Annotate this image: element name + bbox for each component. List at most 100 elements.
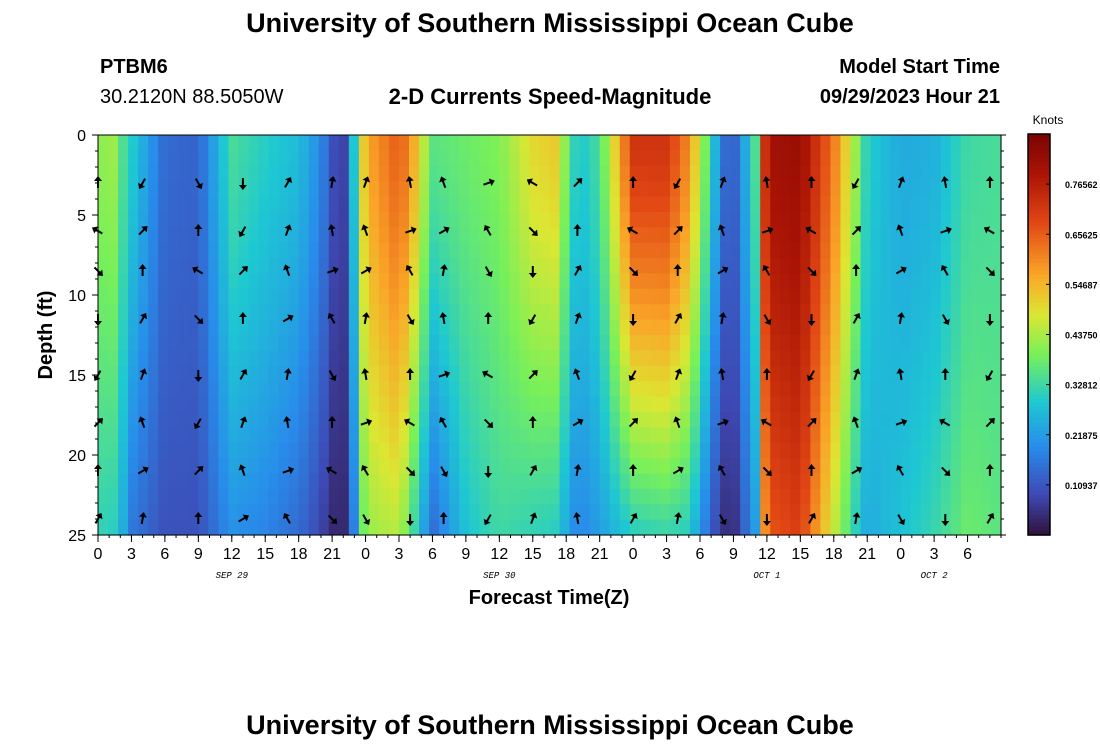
heatmap-cell [800, 335, 811, 351]
heatmap-cell [419, 227, 430, 244]
heatmap-cell [288, 458, 300, 475]
heatmap-cell [479, 135, 490, 151]
heatmap-cell [599, 196, 611, 213]
current-arrow [440, 466, 449, 478]
heatmap-cell [288, 427, 300, 444]
x-tick-label: 6 [428, 546, 437, 563]
heatmap-cell [388, 442, 400, 459]
heatmap-cell [348, 211, 360, 228]
heatmap-cell [308, 304, 320, 321]
heatmap-cell [549, 150, 561, 167]
heatmap-cell [800, 381, 811, 398]
heatmap-cell [429, 458, 440, 475]
heatmap-cell [118, 473, 129, 490]
heatmap-cell [378, 181, 390, 198]
heatmap-cell [519, 258, 531, 275]
heatmap-cell [298, 365, 310, 382]
colorbar-segment [1028, 150, 1050, 155]
heatmap-cell [469, 135, 480, 151]
heatmap-cell [960, 150, 972, 167]
heatmap-cell [549, 381, 561, 398]
heatmap-cell [760, 211, 771, 228]
heatmap-cell [368, 427, 380, 444]
heatmap-cell [248, 135, 260, 151]
heatmap-cell [278, 442, 290, 459]
heatmap-cell [689, 258, 701, 275]
heatmap-cell [609, 519, 621, 536]
heatmap-cell [760, 135, 771, 151]
heatmap-cell [880, 381, 892, 398]
heatmap-cell [830, 350, 842, 367]
current-arrow [484, 466, 493, 478]
heatmap-cell [669, 258, 681, 275]
heatmap-cell [629, 488, 641, 505]
heatmap-cell [268, 350, 280, 367]
heatmap-cell [700, 488, 711, 505]
heatmap-cell [980, 258, 992, 275]
heatmap-cell [158, 196, 169, 213]
heatmap-cell [248, 181, 260, 198]
heatmap-cell [930, 227, 942, 244]
current-arrow [629, 512, 638, 524]
heatmap-cell [730, 227, 741, 244]
heatmap-cell [218, 258, 230, 275]
heatmap-cell [980, 165, 992, 182]
heatmap-cell [368, 258, 380, 275]
heatmap-cell [158, 335, 169, 351]
heatmap-cell [308, 442, 320, 459]
heatmap-cell [198, 488, 209, 505]
heatmap-cell [930, 504, 942, 521]
heatmap-cell [439, 350, 450, 367]
heatmap-cell [459, 319, 470, 336]
current-arrow [194, 314, 204, 324]
heatmap-cell [158, 488, 169, 505]
heatmap-cell [208, 211, 219, 228]
heatmap-cell [820, 242, 832, 259]
heatmap-cell [238, 319, 250, 336]
heatmap-cell [639, 350, 651, 367]
heatmap-cell [910, 135, 922, 151]
heatmap-cell [399, 273, 410, 290]
heatmap-cell [449, 135, 460, 151]
heatmap-cell [148, 150, 159, 167]
heatmap-cell [459, 242, 470, 259]
heatmap-cell [830, 196, 842, 213]
heatmap-cell [700, 319, 711, 336]
heatmap-cell [158, 350, 169, 367]
heatmap-cell [589, 181, 601, 198]
heatmap-cell [128, 458, 139, 475]
heatmap-cell [298, 473, 310, 490]
heatmap-cell [108, 504, 119, 521]
heatmap-cell [569, 381, 581, 398]
heatmap-cell [559, 427, 571, 444]
heatmap-cell [288, 396, 300, 413]
heatmap-cell [248, 504, 260, 521]
heatmap-cell [910, 196, 922, 213]
current-arrow [283, 416, 292, 429]
heatmap-cell [399, 458, 410, 475]
heatmap-cell [750, 411, 761, 428]
heatmap-cell [208, 319, 219, 336]
heatmap-cell [649, 135, 661, 151]
heatmap-cell [439, 381, 450, 398]
heatmap-cell [559, 442, 571, 459]
heatmap-cell [900, 304, 912, 321]
heatmap-cell [419, 135, 430, 151]
heatmap-cell [770, 458, 781, 475]
heatmap-cell [419, 211, 430, 228]
current-arrow [483, 418, 494, 428]
heatmap-cell [469, 504, 480, 521]
heatmap-cell [509, 319, 520, 336]
heatmap-cell [479, 211, 490, 228]
heatmap-cell [710, 427, 721, 444]
heatmap-cell [288, 150, 300, 167]
heatmap-cell [118, 135, 129, 151]
heatmap-cell [268, 365, 280, 382]
heatmap-cell [449, 488, 460, 505]
heatmap-cell [348, 350, 360, 367]
heatmap-cell [950, 411, 962, 428]
heatmap-cell [579, 488, 591, 505]
x-tick-label: 18 [290, 546, 308, 563]
heatmap-cell [338, 350, 350, 367]
heatmap-cell [669, 381, 681, 398]
